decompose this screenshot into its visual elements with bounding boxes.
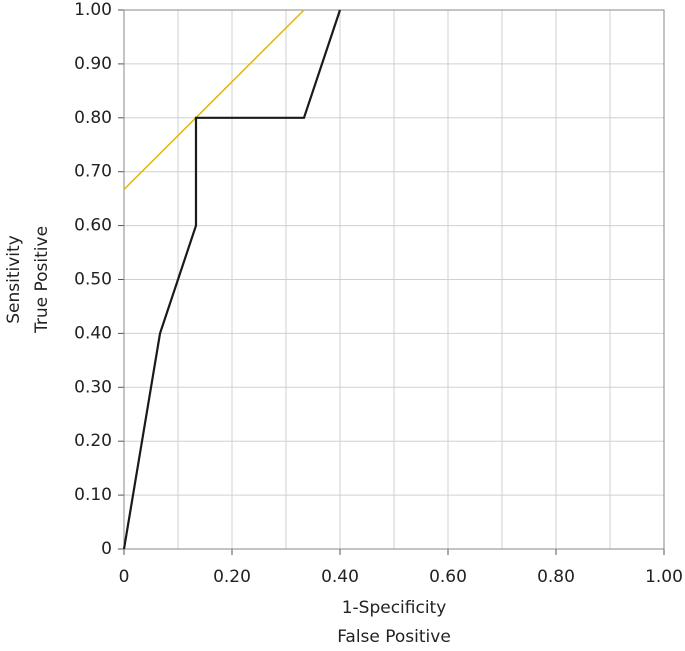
x-axis-label: 1-Specificity: [342, 598, 447, 618]
x-tick-label: 1.00: [645, 567, 683, 587]
y-axis-label: Sensitivity: [4, 235, 24, 324]
y-tick-label: 0.10: [74, 485, 112, 505]
y-tick-label: 0.60: [74, 216, 112, 236]
y-tick-label: 0.90: [74, 54, 112, 74]
plot-frame: [123, 9, 665, 550]
x-tick-label: 0.40: [321, 567, 359, 587]
y-tick-label: 0.70: [74, 162, 112, 182]
x-tick-label: 0: [119, 567, 130, 587]
x-tick-label: 0.60: [429, 567, 467, 587]
y-axis-label: True Positive: [32, 226, 52, 334]
y-tick-label: 0.20: [74, 431, 112, 451]
x-tick-label: 0.80: [537, 567, 575, 587]
series-line: [122, 9, 342, 550]
y-tick-label: 0: [101, 539, 112, 559]
y-tick-label: 0.50: [74, 270, 112, 290]
series-line: [123, 9, 305, 191]
x-tick-label: 0.20: [213, 567, 251, 587]
x-axis-label: False Positive: [337, 627, 451, 647]
y-tick-label: 1.00: [74, 0, 112, 20]
y-tick-label: 0.30: [74, 377, 112, 397]
y-tick-label: 0.80: [74, 108, 112, 128]
y-tick-label: 0.40: [74, 323, 112, 343]
